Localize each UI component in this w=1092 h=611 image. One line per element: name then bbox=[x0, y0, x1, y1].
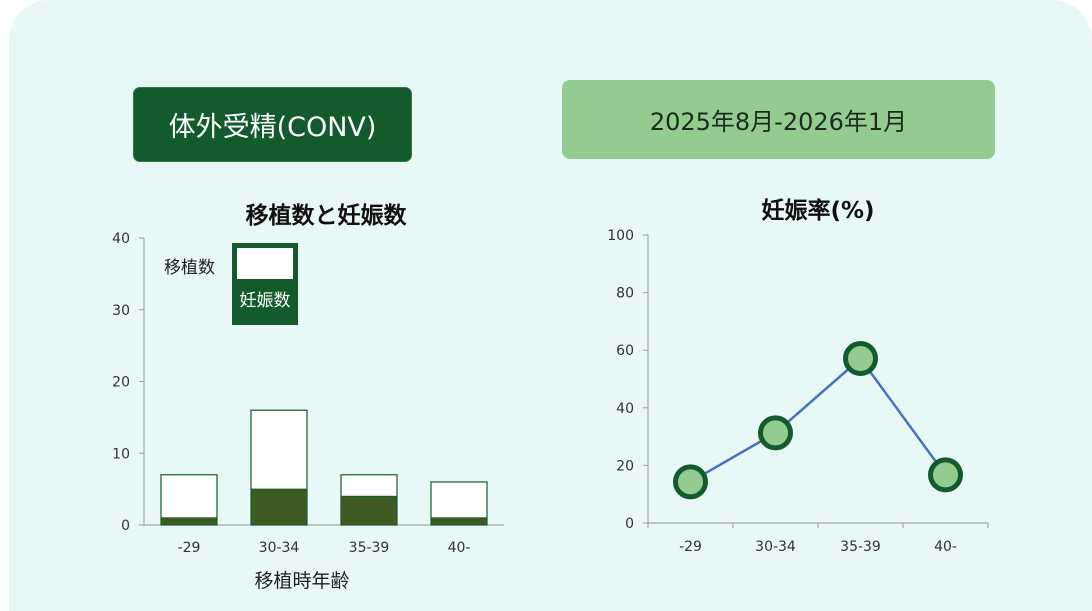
line-chart-title: 妊娠率(%) bbox=[761, 198, 875, 224]
bar-x-tick-label: -29 bbox=[178, 540, 201, 556]
line-x-tick-label: 30-34 bbox=[755, 539, 796, 555]
period-label-text: 2025年8月-2026年1月 bbox=[649, 108, 908, 136]
legend-label-pregnancies: 妊娠数 bbox=[240, 291, 291, 311]
bar-x-tick-label: 35-39 bbox=[349, 540, 390, 556]
period-label: 2025年8月-2026年1月 bbox=[562, 80, 995, 159]
bar-pregnancies bbox=[340, 495, 398, 526]
line-y-tick-label: 100 bbox=[607, 228, 634, 244]
line-x-tick-label: -29 bbox=[679, 539, 702, 555]
bar-y-tick-label: 0 bbox=[121, 518, 130, 534]
line-y-tick-label: 20 bbox=[616, 458, 634, 474]
line-x-tick-label: 35-39 bbox=[840, 539, 881, 555]
rate-point bbox=[673, 464, 708, 500]
bar-y-tick-label: 30 bbox=[112, 303, 130, 319]
legend-label-transfers: 移植数 bbox=[164, 258, 215, 278]
bar-chart-title: 移植数と妊娠数 bbox=[245, 203, 407, 229]
line-y-tick-label: 60 bbox=[616, 343, 634, 359]
rate-point bbox=[928, 457, 963, 493]
bar-x-tick-label: 40- bbox=[448, 540, 471, 556]
bar-x-axis-label: 移植時年齢 bbox=[254, 570, 349, 592]
rate-point bbox=[843, 341, 878, 377]
bar-y-tick-label: 20 bbox=[112, 375, 130, 391]
line-y-tick-label: 80 bbox=[616, 286, 634, 302]
rate-line bbox=[689, 356, 947, 483]
method-label-text: 体外受精(CONV) bbox=[168, 112, 377, 143]
bar-y-tick-label: 10 bbox=[112, 446, 130, 462]
method-label: 体外受精(CONV) bbox=[133, 87, 412, 162]
legend-swatch-transfers bbox=[237, 248, 293, 279]
bar-transfers bbox=[160, 474, 218, 526]
bar-y-tick-label: 40 bbox=[112, 231, 130, 247]
line-x-tick-label: 40- bbox=[934, 539, 957, 555]
bar-x-tick-label: 30-34 bbox=[259, 540, 300, 556]
line-y-tick-label: 40 bbox=[616, 401, 634, 417]
rate-point bbox=[758, 415, 793, 451]
line-y-tick-label: 0 bbox=[625, 516, 634, 532]
bar-pregnancies bbox=[250, 488, 308, 526]
bar-pregnancies bbox=[430, 517, 488, 526]
bar-pregnancies bbox=[160, 517, 218, 526]
